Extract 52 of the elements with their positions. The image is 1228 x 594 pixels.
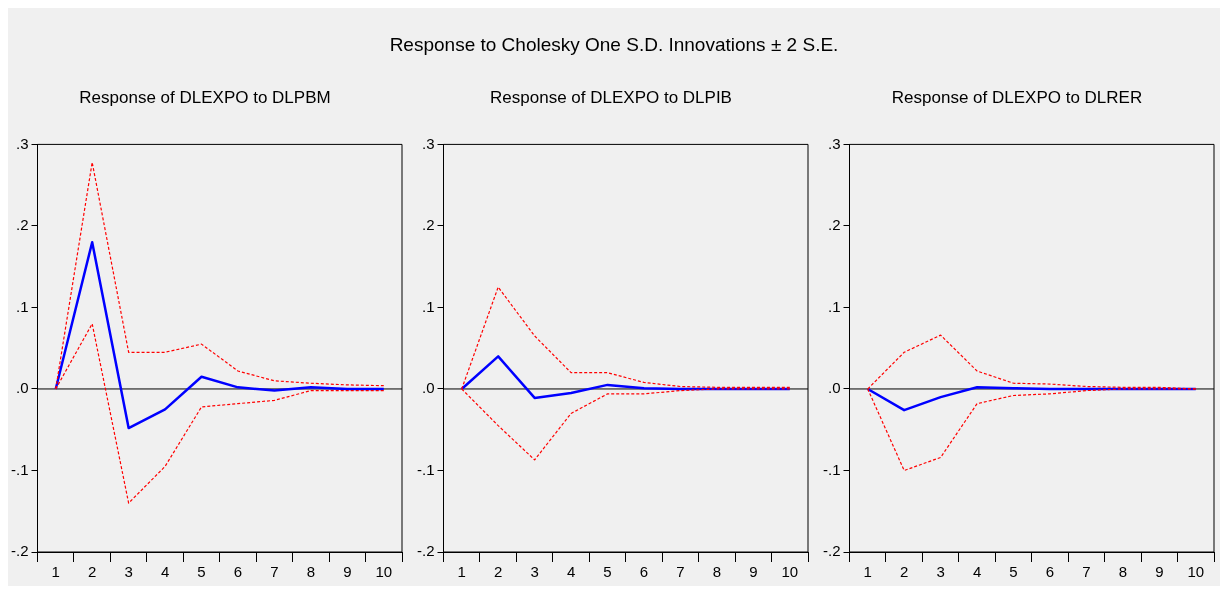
- x-tick-label: 1: [863, 563, 872, 581]
- x-tick-label: 7: [676, 563, 685, 581]
- text: Response to Cholesky One S.D. Innovations ± 2 S.E.: [388, 33, 840, 57]
- x-tick-label: 4: [160, 563, 170, 581]
- y-tick-label: .2: [15, 216, 29, 234]
- y-tick-label: -.2: [10, 542, 29, 560]
- chart-title: Response of DLEXPO to DLRER: [891, 87, 1143, 107]
- y-tick-label: .3: [15, 134, 29, 152]
- x-tick-label: 3: [124, 563, 133, 581]
- y-tick-label: -.1: [822, 460, 841, 478]
- x-tick-label: 8: [306, 563, 316, 581]
- x-tick-label: 5: [197, 563, 206, 581]
- x-tick-label: 6: [1045, 563, 1055, 581]
- y-tick-label: -.2: [822, 542, 841, 560]
- y-tick-label: .1: [421, 297, 435, 315]
- x-tick-label: 10: [781, 563, 799, 581]
- y-tick-label: .0: [15, 379, 29, 397]
- x-tick-label: 7: [1082, 563, 1091, 581]
- x-tick-label: 4: [972, 563, 982, 581]
- y-tick-label: .0: [421, 379, 435, 397]
- x-tick-label: 1: [457, 563, 466, 581]
- x-tick-label: 9: [749, 563, 758, 581]
- y-tick-label: .3: [827, 134, 841, 152]
- x-tick-label: 6: [639, 563, 649, 581]
- x-tick-label: 8: [1118, 563, 1128, 581]
- y-tick-label: .3: [421, 134, 435, 152]
- x-tick-label: 4: [566, 563, 576, 581]
- x-tick-label: 2: [900, 563, 909, 581]
- x-tick-label: 5: [603, 563, 612, 581]
- y-tick-label: -.1: [416, 460, 435, 478]
- x-tick-label: 7: [270, 563, 279, 581]
- x-tick-label: 2: [88, 563, 97, 581]
- y-tick-label: .1: [827, 297, 841, 315]
- chart-title: Response of DLEXPO to DLPIB: [490, 87, 732, 107]
- x-tick-label: 6: [233, 563, 243, 581]
- x-tick-label: 3: [936, 563, 945, 581]
- x-tick-label: 8: [712, 563, 722, 581]
- x-tick-label: 10: [1187, 563, 1205, 581]
- x-tick-label: 3: [530, 563, 539, 581]
- chart-title: Response of DLEXPO to DLPBM: [79, 87, 331, 107]
- x-tick-label: 10: [375, 563, 393, 581]
- x-tick-label: 5: [1009, 563, 1018, 581]
- y-tick-label: .2: [827, 216, 841, 234]
- y-tick-label: .1: [15, 297, 29, 315]
- x-tick-label: 9: [1155, 563, 1164, 581]
- x-tick-label: 2: [494, 563, 503, 581]
- y-tick-label: .2: [421, 216, 435, 234]
- y-tick-label: -.2: [416, 542, 435, 560]
- x-tick-label: 9: [343, 563, 352, 581]
- x-tick-label: 1: [51, 563, 60, 581]
- y-tick-label: .0: [827, 379, 841, 397]
- y-tick-label: -.1: [10, 460, 29, 478]
